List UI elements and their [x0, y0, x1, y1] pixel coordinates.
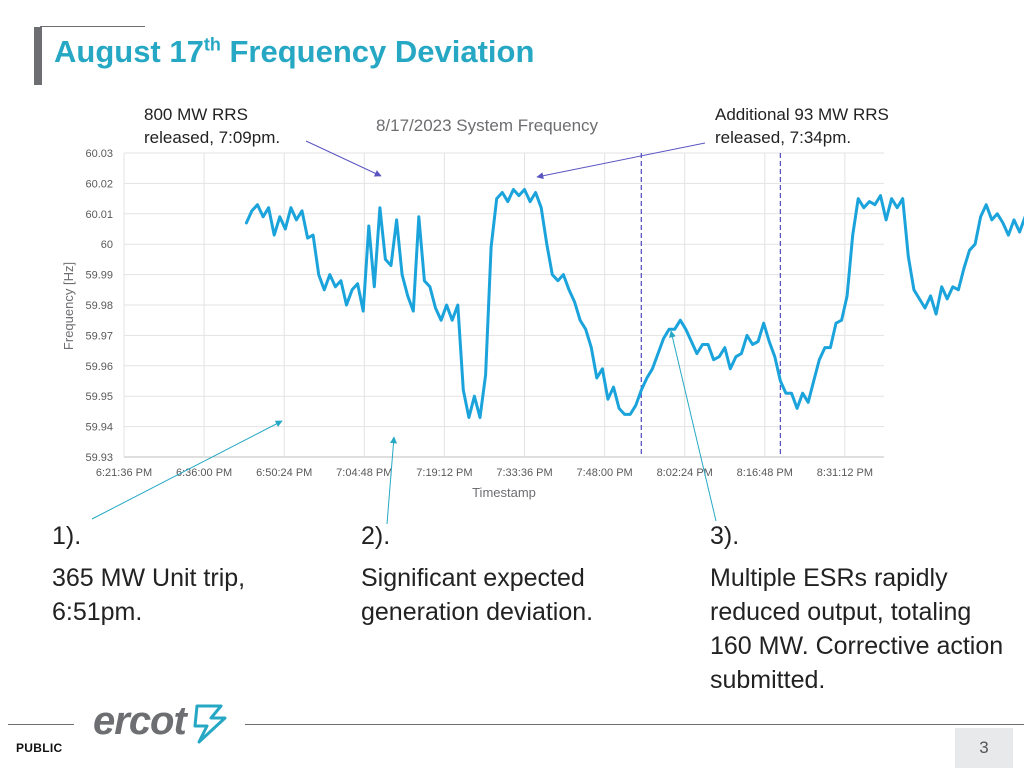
- title-main: August 17: [54, 34, 204, 69]
- y-tick-label: 59.99: [85, 270, 113, 282]
- rrs-release-line-2: released, 7:09pm.: [144, 128, 281, 147]
- caption-1-text: 365 MW Unit trip, 6:51pm.: [52, 564, 246, 626]
- caption-1: 1). 365 MW Unit trip, 6:51pm.: [52, 519, 342, 629]
- rrs-marker-lines: [640, 153, 782, 457]
- x-tick-label: 6:21:36 PM: [96, 467, 152, 479]
- additional-rrs-annotation: Additional 93 MW RRS released, 7:34pm.: [715, 103, 889, 149]
- title-accent-bar: [34, 27, 42, 85]
- caption-2-text: Significant expected generation deviatio…: [361, 564, 594, 626]
- arrow-unit-trip: [91, 420, 283, 520]
- y-tick-label: 59.94: [85, 422, 113, 434]
- additional-rrs-line-1: Additional 93 MW RRS: [715, 105, 889, 124]
- y-axis-label: Frequency [Hz]: [61, 262, 76, 350]
- arrow-rrs-release: [305, 140, 382, 177]
- chart-title: 8/17/2023 System Frequency: [376, 116, 599, 135]
- footer-rule-left: [8, 724, 74, 725]
- x-tick-label: 8:02:24 PM: [657, 467, 713, 479]
- y-tick-label: 60.02: [85, 178, 113, 190]
- series-line-system-frequency: [244, 188, 1024, 419]
- caption-3: 3). Multiple ESRs rapidly reduced output…: [710, 519, 1015, 697]
- public-label: PUBLIC: [16, 741, 63, 755]
- y-tick-label: 60: [101, 239, 113, 251]
- x-tick-label: 7:19:12 PM: [416, 467, 472, 479]
- y-tick-label: 60.03: [85, 148, 113, 160]
- x-tick-labels: 6:21:36 PM 6:36:00 PM 6:50:24 PM 7:04:48 PM…: [96, 467, 873, 479]
- caption-3-text: Multiple ESRs rapidly reduced output, to…: [710, 564, 1004, 694]
- chart-gridlines: [123, 152, 884, 458]
- page-title: August 17th Frequency Deviation: [54, 34, 534, 70]
- page-number-box: 3: [955, 728, 1013, 768]
- title-rest: Frequency Deviation: [220, 34, 535, 69]
- x-tick-label: 7:04:48 PM: [336, 467, 392, 479]
- caption-2-number: 2).: [361, 522, 391, 550]
- y-tick-label: 60.01: [85, 209, 113, 221]
- y-tick-label: 59.93: [85, 452, 113, 464]
- additional-rrs-line-2: released, 7:34pm.: [715, 128, 852, 147]
- page-number: 3: [979, 738, 989, 757]
- rrs-release-line-1: 800 MW RRS: [144, 105, 248, 124]
- caption-2: 2). Significant expected generation devi…: [361, 519, 661, 629]
- y-tick-label: 59.95: [85, 391, 113, 403]
- x-tick-label: 6:50:24 PM: [256, 467, 312, 479]
- y-tick-label: 59.96: [85, 361, 113, 373]
- caption-1-number: 1).: [52, 522, 82, 550]
- x-tick-label: 6:36:00 PM: [176, 467, 232, 479]
- y-tick-label: 59.98: [85, 300, 113, 312]
- arrow-generation-deviation: [386, 436, 397, 525]
- arrow-additional-rrs: [536, 142, 706, 180]
- ercot-logo-bolt-icon: [193, 704, 227, 744]
- y-tick-label: 59.97: [85, 330, 113, 342]
- rrs-release-annotation: 800 MW RRS released, 7:09pm.: [144, 103, 280, 149]
- title-superscript: th: [203, 34, 221, 55]
- x-tick-label: 8:16:48 PM: [737, 467, 793, 479]
- x-axis-label: Timestamp: [472, 485, 536, 500]
- top-rule: [40, 26, 145, 27]
- footer-rule-right: [245, 724, 1024, 725]
- x-tick-label: 7:33:36 PM: [496, 467, 552, 479]
- x-tick-label: 7:48:00 PM: [576, 467, 632, 479]
- x-tick-label: 8:31:12 PM: [817, 467, 873, 479]
- arrow-esr-reduction: [669, 330, 717, 522]
- y-tick-labels: 60.03 60.02 60.01 60 59.99 59.98 59.97 59.96 59.…: [85, 148, 113, 464]
- caption-3-number: 3).: [710, 522, 740, 550]
- ercot-logo: ercot: [93, 699, 227, 744]
- ercot-logo-text: ercot: [93, 699, 188, 743]
